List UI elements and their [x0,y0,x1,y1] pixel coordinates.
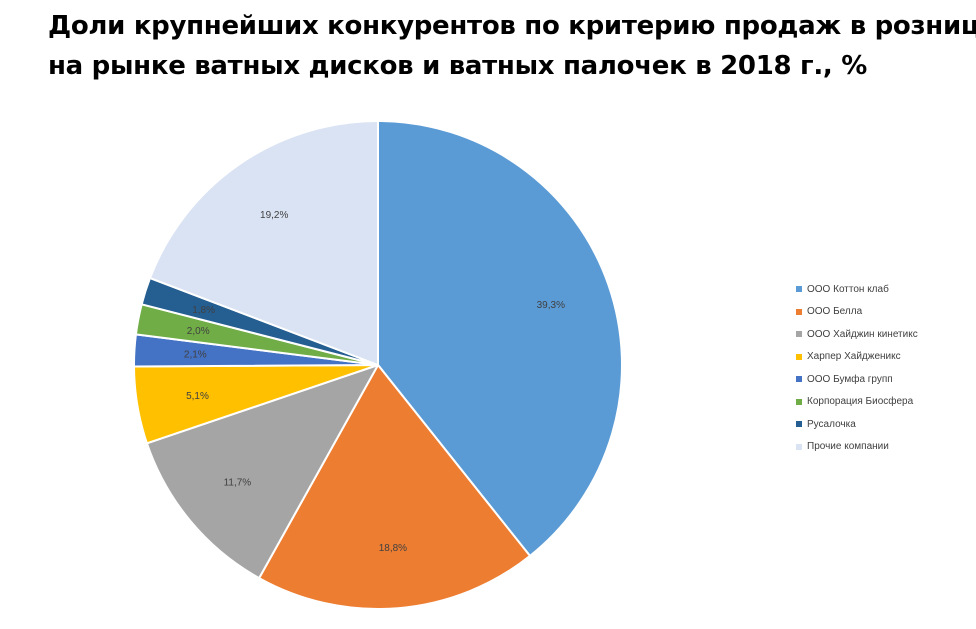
pie-slice-2 [258,364,531,610]
legend-label: ООО Белла [807,306,863,318]
legend-swatch [796,443,802,450]
legend-item-6: Корпорация Биосфера [796,391,918,414]
pie-slice-1 [377,120,623,557]
legend-item-1: ООО Коттон клаб [796,278,918,301]
chart-legend: ООО Коттон клаб ООО Белла ООО Хайджин кине… [796,278,918,458]
pie-slice-3 [145,364,379,580]
legend-swatch [796,353,802,360]
legend-label: Харпер Хайдженикс [807,351,901,363]
legend-swatch [796,331,802,338]
legend-item-3: ООО Хайджин кинетикс [796,323,918,346]
pie-data-labels: 39,3% 18,8% 11,7% 5,1% 2,1% 2,0% 1,8% 19,2% [184,210,565,554]
legend-item-7: Русалочка [796,413,918,436]
data-label-5: 2,1% [184,350,207,361]
legend-item-4: Харпер Хайдженикс [796,346,918,369]
legend-swatch [796,398,802,405]
data-label-3: 11,7% [224,478,252,489]
pie-slice-8 [149,120,379,366]
legend-label: Корпорация Биосфера [807,396,914,408]
legend-swatch [796,286,802,293]
chart-title: Доли крупнейших конкурентов по критерию … [48,6,976,86]
legend-label: ООО Хайджин кинетикс [807,328,918,340]
data-label-2: 18,8% [379,543,407,554]
legend-item-8: Прочие компании [796,436,918,459]
chart-title-line-2: на рынке ватных дисков и ватных палочек … [48,51,867,81]
legend-item-5: ООО Бумфа групп [796,368,918,391]
data-label-1: 39,3% [537,300,565,311]
legend-label: Прочие компании [807,441,889,453]
data-label-4: 5,1% [186,391,209,402]
legend-item-2: ООО Белла [796,301,918,324]
legend-label: ООО Бумфа групп [807,373,893,385]
pie-slices [132,120,623,610]
legend-swatch [796,376,802,383]
data-label-8: 19,2% [260,210,288,221]
data-label-7: 1,8% [192,305,215,316]
legend-swatch [796,421,802,428]
legend-swatch [796,308,802,315]
data-label-6: 2,0% [187,326,210,337]
legend-label: Русалочка [807,418,856,430]
legend-label: ООО Коттон клаб [807,283,889,295]
chart-title-line-1: Доли крупнейших конкурентов по критерию … [48,11,976,41]
